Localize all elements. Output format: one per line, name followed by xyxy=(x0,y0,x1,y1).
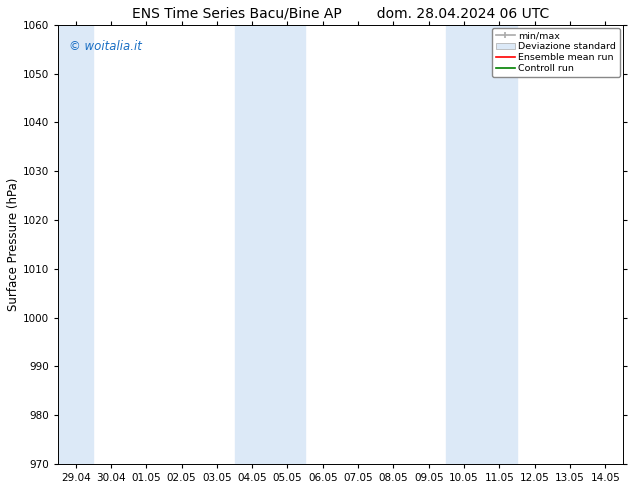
Text: © woitalia.it: © woitalia.it xyxy=(69,40,142,53)
Y-axis label: Surface Pressure (hPa): Surface Pressure (hPa) xyxy=(7,178,20,311)
Title: ENS Time Series Bacu/Bine AP        dom. 28.04.2024 06 UTC: ENS Time Series Bacu/Bine AP dom. 28.04.… xyxy=(132,7,549,21)
Legend: min/max, Deviazione standard, Ensemble mean run, Controll run: min/max, Deviazione standard, Ensemble m… xyxy=(492,28,620,77)
Bar xyxy=(58,25,93,464)
Bar xyxy=(235,25,305,464)
Bar xyxy=(446,25,517,464)
